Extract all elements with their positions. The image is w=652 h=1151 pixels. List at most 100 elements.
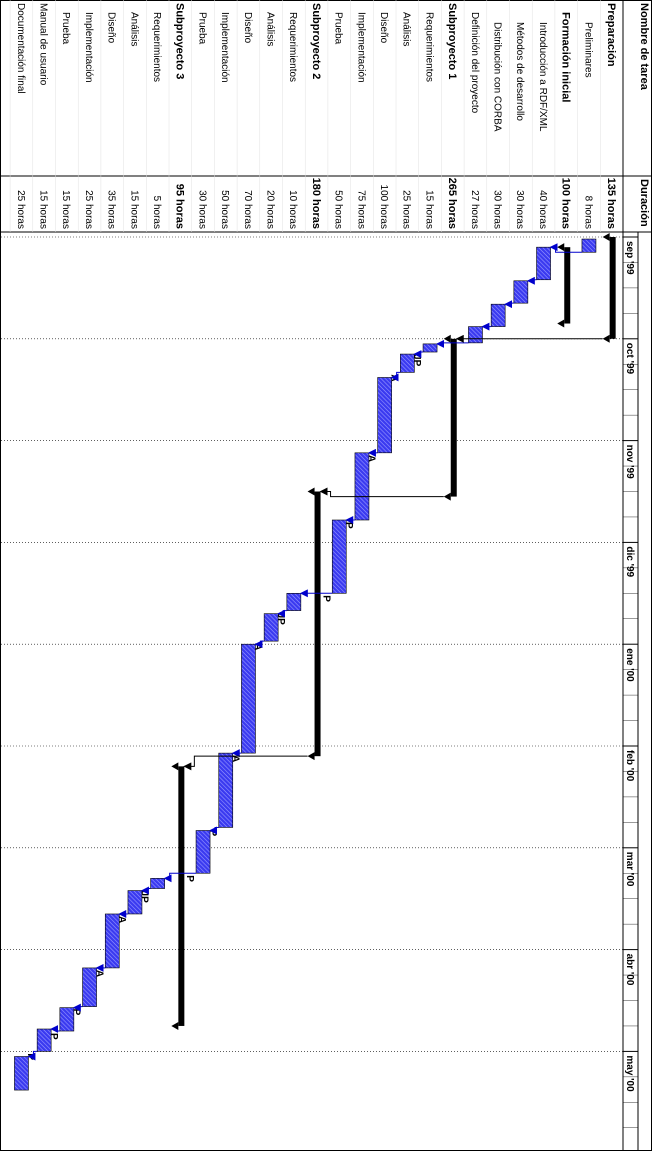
month-label: may '00 (624, 1055, 635, 1092)
task-name: Requerimientos (423, 12, 434, 82)
task-name: Subproyecto 2 (310, 3, 322, 79)
task-bar: JP (411, 343, 438, 367)
task-duration: 50 horas (333, 190, 344, 229)
task-name: Implementación (355, 12, 366, 83)
task-name: Análisis (401, 12, 412, 46)
task-duration: 20 horas (265, 190, 276, 229)
month-label: dic '99 (624, 546, 635, 577)
task-name: Prueba (333, 12, 344, 45)
summary-link (183, 755, 308, 771)
resource-label: A (366, 455, 377, 462)
task-name: Requerimientos (151, 12, 162, 82)
task-bar (490, 303, 506, 327)
task-name: Diseño (106, 12, 117, 44)
task-bar: P (320, 519, 347, 602)
task-duration: 50 horas (219, 190, 230, 229)
task-name: Implementación (83, 12, 94, 83)
timeline-header: sep '99 oct '99 nov '99 dic '99 ene '00 feb '… (0, 232, 639, 1151)
summary-bar (307, 487, 321, 761)
resource-label: JP (275, 613, 286, 626)
summary-bar (557, 243, 571, 328)
task-duration: 15 horas (60, 190, 71, 229)
month-label: nov '99 (624, 445, 635, 479)
task-bar: P (48, 1007, 75, 1040)
task-duration: 135 horas (605, 178, 617, 229)
summary-bar (602, 233, 616, 343)
task-bar (513, 280, 529, 304)
task-bar: P (71, 967, 97, 1016)
task-bar (581, 238, 597, 253)
task-duration: 25 horas (401, 190, 412, 229)
task-duration: 8 horas (582, 196, 593, 229)
dependency-link (163, 872, 197, 883)
dependency-link (254, 640, 265, 649)
task-bar: JP (139, 878, 165, 903)
month-label: ene '00 (624, 648, 635, 682)
task-bar: A (366, 377, 392, 462)
task-name: Preparación (605, 3, 617, 67)
column-header-duration: Duración (638, 179, 650, 227)
resource-label: A (116, 916, 127, 923)
task-duration: 40 horas (537, 190, 548, 229)
task-name: Análisis (128, 12, 139, 46)
task-bar: P (184, 830, 211, 882)
task-name: Manual de usuario (38, 3, 49, 86)
task-name: Diseño (378, 12, 389, 44)
task-bar (536, 246, 551, 281)
task-duration: 30 horas (492, 190, 503, 229)
resource-label: P (48, 1033, 59, 1040)
task-duration: 180 horas (310, 178, 322, 229)
task-name: Métodos de desarrollo (514, 22, 525, 121)
task-duration: 100 horas (560, 178, 572, 229)
dependency-link (436, 339, 469, 348)
task-name: Introducción a RDF/XML (537, 22, 548, 132)
resource-label: P (343, 522, 354, 529)
dependency-link (209, 826, 219, 835)
summary-link (319, 487, 444, 498)
task-name: Implementación (219, 12, 230, 83)
task-bar: A (93, 913, 120, 977)
task-bar: A (229, 643, 256, 762)
task-name: Documentación final (15, 3, 26, 94)
month-label: abr '00 (624, 954, 635, 986)
task-duration: 35 horas (106, 190, 117, 229)
task-name: Distribución con CORBA (492, 22, 503, 132)
task-name: Preliminares (582, 22, 593, 78)
dependency-link (277, 609, 287, 618)
month-label: oct '99 (624, 343, 635, 375)
resource-label: JP (411, 354, 422, 367)
task-name: Prueba (196, 12, 207, 45)
resource-label: P (71, 1009, 82, 1016)
column-header-task: Nombre de tarea (638, 3, 650, 91)
task-bar: JP (275, 592, 302, 626)
month-label: feb '00 (624, 750, 635, 782)
task-duration: 15 horas (128, 190, 139, 229)
resource-label: A (229, 755, 240, 762)
resource-label: P (184, 875, 195, 882)
month-label: mar '00 (624, 852, 635, 887)
task-bar: A (116, 890, 143, 923)
task-duration: 265 horas (446, 178, 458, 229)
task-name: Análisis (265, 12, 276, 46)
task-duration: 25 horas (15, 190, 26, 229)
task-duration: 95 horas (174, 184, 186, 229)
resource-label: JP (139, 891, 150, 904)
task-name: Prueba (60, 12, 71, 45)
dependency-link (140, 886, 151, 895)
task-duration: 30 horas (514, 190, 525, 229)
task-name: Definición del proyecto (469, 12, 480, 114)
task-duration: 27 horas (469, 190, 480, 229)
task-name: Requerimientos (287, 12, 298, 82)
resource-label: A (93, 970, 104, 977)
task-bar (468, 326, 483, 344)
task-name: Formación inicial (560, 12, 572, 102)
dependency-link (72, 1003, 83, 1012)
task-duration: 15 horas (38, 190, 49, 229)
summary-bar (443, 334, 457, 501)
summary-bar (171, 762, 185, 1030)
task-bar: P (343, 452, 370, 529)
